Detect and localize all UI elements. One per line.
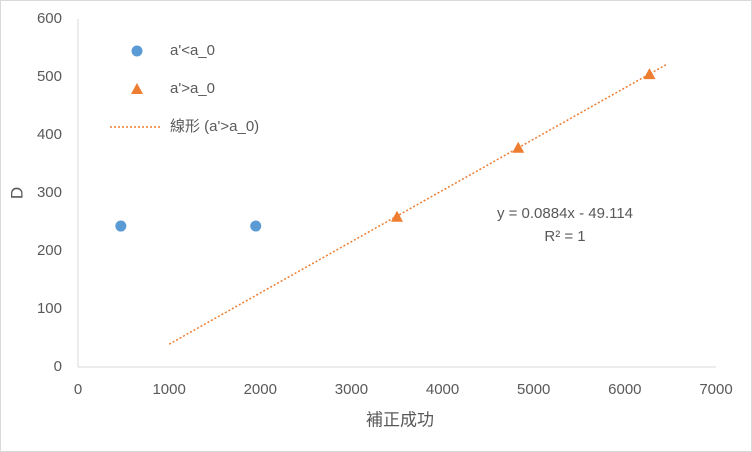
point — [643, 68, 656, 80]
legend-label: 線形 (a'>a_0) — [170, 118, 259, 135]
y-axis-label: D — [7, 187, 26, 199]
point — [250, 220, 262, 232]
trendline — [168, 64, 667, 345]
y-tick-label: 600 — [37, 10, 62, 27]
x-tick-label: 1000 — [152, 381, 185, 398]
trendline-equation: y = 0.0884x - 49.114 — [497, 205, 633, 222]
y-tick-label: 100 — [37, 300, 62, 317]
legend-label: a'>a_0 — [170, 80, 215, 97]
x-tick-label: 0 — [74, 381, 82, 398]
x-axis-label: 補正成功 — [366, 410, 434, 429]
x-tick-label: 3000 — [335, 381, 368, 398]
x-tick-label: 4000 — [426, 381, 459, 398]
y-tick-label: 500 — [37, 68, 62, 85]
y-tick-label: 400 — [37, 126, 62, 143]
y-tick-label: 0 — [54, 358, 62, 375]
x-tick-label: 2000 — [244, 381, 277, 398]
x-tick-label: 6000 — [608, 381, 641, 398]
x-tick-label: 5000 — [517, 381, 550, 398]
y-tick-label: 200 — [37, 242, 62, 259]
legend-symbol — [131, 83, 143, 94]
point — [115, 220, 127, 232]
x-tick-label: 7000 — [699, 381, 732, 398]
trendline-equation: R² = 1 — [544, 228, 585, 245]
legend-symbol — [131, 45, 143, 57]
legend-label: a'<a_0 — [170, 42, 215, 59]
y-tick-label: 300 — [37, 184, 62, 201]
